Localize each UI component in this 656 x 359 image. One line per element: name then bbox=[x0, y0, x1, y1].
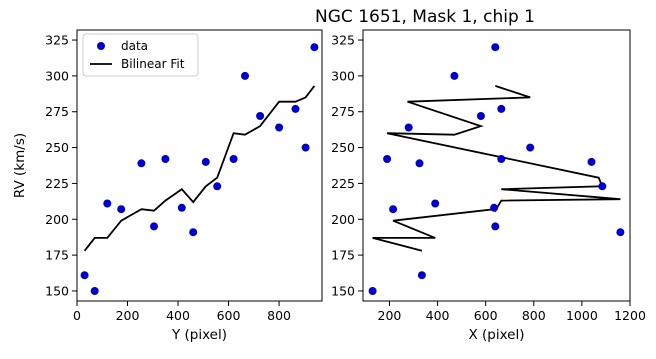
data-point bbox=[383, 155, 392, 163]
x-tick-label: 800 bbox=[522, 308, 546, 323]
x-axis-label: X (pixel) bbox=[468, 327, 524, 343]
y-tick-label: 225 bbox=[331, 176, 355, 191]
y-tick-label: 275 bbox=[45, 104, 69, 119]
y-tick-label: 300 bbox=[331, 68, 355, 83]
y-tick-label: 325 bbox=[45, 33, 69, 48]
left-panel: 0 200 400 600 800 150 175 200 225 250 275 300 325 Y (… bbox=[12, 29, 323, 343]
plot-frame bbox=[362, 29, 631, 302]
data-point bbox=[150, 222, 158, 231]
x-tick-label: 200 bbox=[116, 308, 140, 323]
data-point bbox=[598, 182, 607, 191]
fit-line bbox=[83, 85, 316, 252]
y-tick-label: 325 bbox=[331, 33, 355, 48]
data-point bbox=[137, 159, 146, 168]
legend-label: Bilinear Fit bbox=[121, 57, 185, 71]
data-point bbox=[417, 271, 426, 280]
y-tick-label: 250 bbox=[331, 140, 355, 155]
data-point bbox=[291, 104, 300, 113]
data-point bbox=[310, 43, 319, 52]
y-tick-label: 200 bbox=[331, 212, 355, 227]
y-tick-label: 150 bbox=[331, 283, 355, 298]
data-point bbox=[213, 182, 222, 191]
data-point bbox=[117, 205, 126, 214]
fit-line bbox=[372, 85, 621, 252]
data-point bbox=[431, 199, 440, 208]
data-point bbox=[490, 203, 499, 212]
data-point bbox=[201, 157, 210, 166]
data-point bbox=[161, 155, 170, 163]
x-tick-label: 1000 bbox=[566, 308, 598, 323]
data-point bbox=[275, 123, 284, 132]
y-axis-label: RV (km/s) bbox=[12, 133, 28, 198]
y-tick-label: 275 bbox=[331, 104, 355, 119]
y-tick-label: 250 bbox=[45, 140, 69, 155]
x-tick-label: 200 bbox=[378, 308, 402, 323]
y-tick-label: 150 bbox=[45, 283, 69, 298]
data-point bbox=[616, 228, 625, 237]
y-tick-label: 175 bbox=[331, 248, 355, 263]
x-tick-label: 800 bbox=[267, 308, 291, 323]
y-tick-label: 200 bbox=[45, 212, 69, 227]
data-point bbox=[404, 123, 413, 132]
data-point bbox=[103, 199, 112, 208]
data-point bbox=[301, 143, 310, 152]
data-point bbox=[491, 43, 500, 52]
data-point bbox=[256, 112, 265, 120]
data-point bbox=[90, 287, 99, 295]
legend-box bbox=[82, 33, 199, 77]
x-axis-label: Y (pixel) bbox=[171, 327, 227, 343]
data-point bbox=[241, 71, 249, 80]
data-point bbox=[177, 203, 186, 212]
data-point bbox=[80, 271, 89, 280]
x-tick-label: 600 bbox=[474, 308, 498, 323]
data-point bbox=[389, 205, 398, 214]
data-point bbox=[368, 287, 377, 295]
data-point bbox=[491, 222, 500, 231]
data-point bbox=[497, 104, 506, 113]
x-tick-label: 1200 bbox=[614, 308, 646, 323]
chart-title: NGC 1651, Mask 1, chip 1 bbox=[315, 7, 535, 27]
x-tick-label: 600 bbox=[217, 308, 241, 323]
data-point bbox=[497, 155, 506, 163]
legend-marker bbox=[97, 42, 105, 50]
plot-frame bbox=[76, 29, 323, 302]
data-point bbox=[476, 112, 485, 120]
y-tick-label: 225 bbox=[45, 176, 69, 191]
y-tick-label: 300 bbox=[45, 68, 69, 83]
data-point bbox=[450, 71, 459, 80]
right-panel: 200 400 600 800 1000 1200 150 175 200 225 250 275 30… bbox=[331, 29, 646, 343]
legend: data Bilinear Fit bbox=[82, 33, 199, 77]
data-point bbox=[189, 228, 198, 237]
x-tick-label: 400 bbox=[426, 308, 450, 323]
data-point bbox=[526, 143, 535, 152]
y-tick-label: 175 bbox=[45, 248, 69, 263]
legend-label: data bbox=[121, 39, 148, 53]
data-point bbox=[415, 159, 424, 168]
data-point bbox=[587, 157, 596, 166]
data-point bbox=[229, 155, 238, 163]
x-tick-label: 400 bbox=[166, 308, 190, 323]
x-tick-label: 0 bbox=[73, 308, 81, 323]
